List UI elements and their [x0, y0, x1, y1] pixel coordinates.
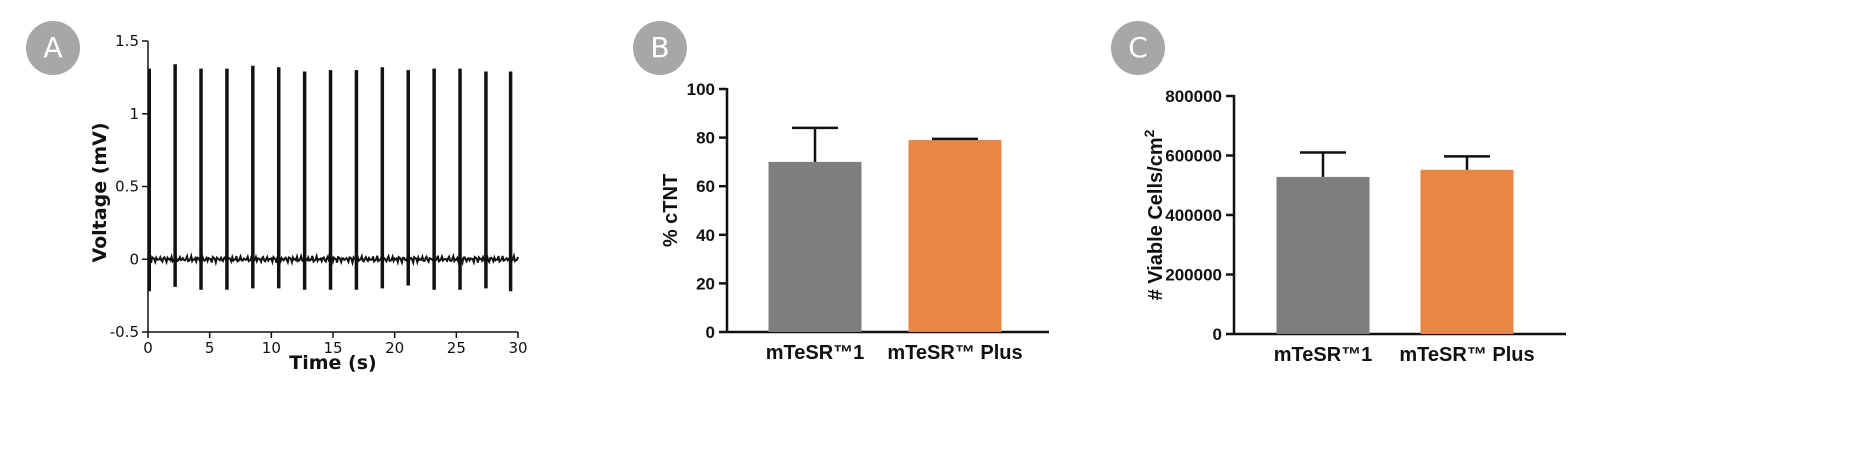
- x-tick-label: 30: [508, 339, 527, 357]
- y-tick-label: 0: [129, 250, 139, 268]
- panel-letter-badge: C: [1111, 21, 1165, 75]
- baseline-trace: [147, 251, 519, 267]
- panel-letter-badge: A: [26, 21, 80, 75]
- y-axis-title: % cTNT: [660, 174, 682, 247]
- y-tick-label: 80: [696, 129, 715, 148]
- y-tick-label: 800000: [1165, 87, 1222, 106]
- panel-letter-badge: B: [633, 21, 687, 75]
- x-tick-label: 25: [447, 339, 466, 357]
- category-label: mTeSR™ Plus: [887, 342, 1022, 364]
- x-axis-title: Time (s): [289, 352, 376, 374]
- y-axis-title-superscript: 2: [1141, 129, 1157, 137]
- x-tick-label: 20: [385, 339, 404, 357]
- category-label: mTeSR™ Plus: [1399, 344, 1534, 366]
- y-tick-label: 20: [696, 274, 715, 293]
- bar: [768, 161, 862, 332]
- viable-cells-bar-chart: 0 200000 400000 600000 800000 mTeSR™1 mTeSR™ P…: [1141, 87, 1566, 366]
- bar: [908, 140, 1002, 332]
- bar: [1420, 169, 1514, 334]
- category-label: mTeSR™1: [766, 342, 865, 364]
- y-tick-label: 0.5: [115, 178, 139, 196]
- bar: [1276, 176, 1370, 334]
- y-tick-label: 40: [696, 226, 715, 245]
- y-tick-label: -0.5: [110, 323, 139, 341]
- y-axis-title: Voltage (mV): [89, 122, 111, 262]
- y-tick-label: 200000: [1165, 266, 1222, 285]
- y-tick-label: 1.5: [115, 32, 139, 50]
- y-tick-label: 1: [129, 105, 139, 123]
- panel-c: C 0 200000 400000 600000 800000 mTeSR™1 mTeSR™…: [1100, 0, 1860, 457]
- y-tick-label: 400000: [1165, 206, 1222, 225]
- y-tick-label: 0: [1213, 325, 1222, 344]
- y-tick-label: 600000: [1165, 147, 1222, 166]
- x-tick-label: 15: [323, 339, 342, 357]
- panel-b: B 0 20 40 60 80 100 mTeSR™1 mTeSR™ Plus % cTNT: [620, 0, 1080, 457]
- panel-a: A -0.5 0 0.5 1 1.5 0 5 10 15 20 25 30 Time (s) Voltag…: [0, 0, 560, 457]
- y-tick-label: 60: [696, 177, 715, 196]
- ctnt-bar-chart: 0 20 40 60 80 100 mTeSR™1 mTeSR™ Plus % cTNT: [660, 80, 1049, 364]
- y-tick-label: 100: [687, 80, 715, 99]
- y-tick-label: 0: [706, 323, 715, 342]
- x-tick-label: 0: [143, 339, 153, 357]
- x-tick-label: 5: [205, 339, 215, 357]
- y-axis-title: # Viable Cells/cm2: [1141, 129, 1167, 300]
- category-label: mTeSR™1: [1274, 344, 1373, 366]
- x-tick-label: 10: [262, 339, 281, 357]
